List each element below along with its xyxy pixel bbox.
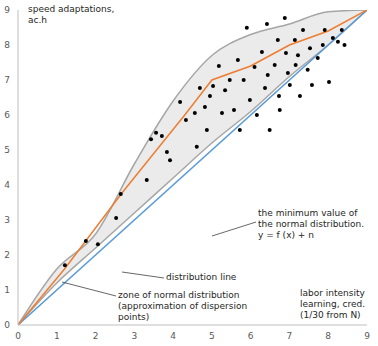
svg-text:7: 7 <box>287 331 293 341</box>
svg-text:6: 6 <box>248 331 254 341</box>
svg-text:9: 9 <box>4 5 10 15</box>
svg-text:1: 1 <box>54 331 60 341</box>
html-text:distribution line: distribution line <box>166 272 237 282</box>
html-text:zone of normal distribution (a: zone of normal distribution (approximati… <box>118 290 248 322</box>
svg-text:4: 4 <box>4 180 10 190</box>
svg-text:3: 3 <box>131 331 137 341</box>
svg-text:5: 5 <box>209 331 215 341</box>
html-text:labor intensity learning, cred: labor intensity learning, cred. (1/30 fr… <box>300 288 365 320</box>
svg-text:8: 8 <box>325 331 331 341</box>
svg-text:8: 8 <box>4 40 10 50</box>
svg-text:5: 5 <box>4 145 10 155</box>
svg-text:0: 0 <box>15 331 21 341</box>
html-text:speed adaptations, ac.h: speed adaptations, ac.h <box>28 4 115 25</box>
svg-text:1: 1 <box>4 285 10 295</box>
svg-text:6: 6 <box>4 110 10 120</box>
svg-text:9: 9 <box>364 331 370 341</box>
svg-text:7: 7 <box>4 75 10 85</box>
svg-text:4: 4 <box>170 331 176 341</box>
html-text:the minimum value of the norma: the minimum value of the normal distribu… <box>258 208 365 240</box>
svg-text:0: 0 <box>4 320 10 330</box>
svg-text:3: 3 <box>4 215 10 225</box>
svg-text:2: 2 <box>4 250 10 260</box>
svg-text:2: 2 <box>93 331 99 341</box>
